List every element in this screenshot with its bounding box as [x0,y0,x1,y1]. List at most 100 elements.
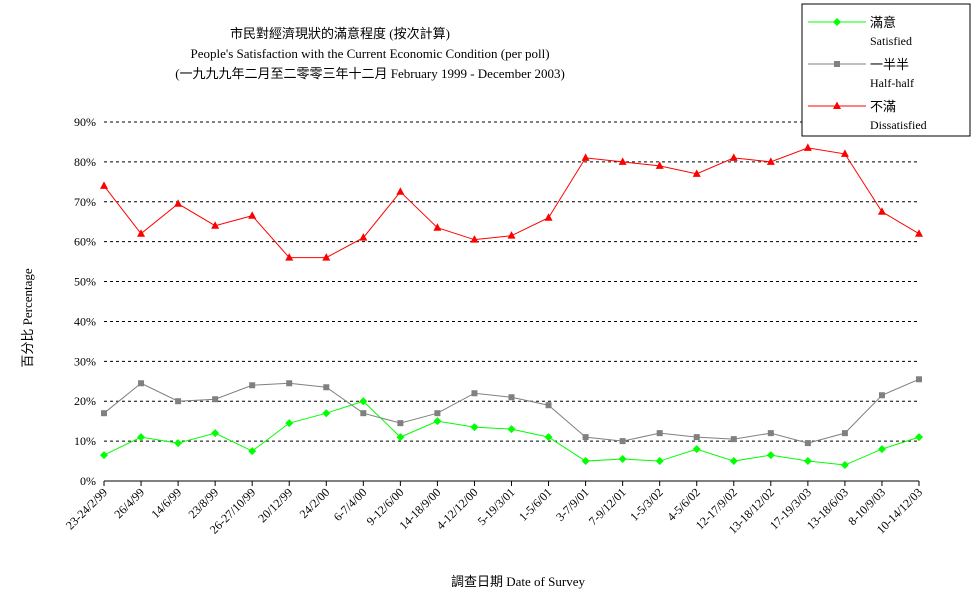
series-dissatisfied [100,143,923,261]
data-point [766,451,775,460]
data-point [766,157,775,165]
x-tick-label: 14/6/99 [148,485,184,521]
data-point [581,457,590,466]
legend-item-dissatisfied: 不滿 Dissatisfied [808,99,927,132]
data-point [544,433,553,442]
data-point [916,376,922,383]
data-point [877,445,886,454]
legend-label: 一半半 [870,57,909,72]
data-point [729,457,738,466]
x-axis-label: 調查日期 Date of Survey [451,574,585,589]
y-tick-label: 30% [74,354,96,368]
chart-subtitle: People's Satisfaction with the Current E… [190,46,549,61]
data-point [174,199,183,207]
data-point [693,434,700,441]
x-tick-label: 1-5/6/01 [516,485,555,524]
data-point [618,455,627,464]
legend-item-satisfied: 滿意 Satisfied [808,15,912,48]
legend-sublabel: Half-half [870,76,914,90]
y-tick-label: 60% [74,235,96,249]
data-point [730,436,737,443]
data-point [729,153,738,161]
y-tick-label: 40% [74,314,96,328]
data-point [396,433,405,442]
data-point [618,157,627,165]
x-tick-label: 23/8/99 [185,485,221,521]
data-point [582,434,589,441]
data-point [101,410,107,417]
legend-label: 滿意 [870,15,896,30]
series-satisfied [100,397,923,470]
legend-item-half-half: 一半半 Half-half [808,57,914,90]
legend-label: 不滿 [870,99,896,114]
data-point [840,149,849,157]
legend-box [801,3,971,137]
data-point [249,382,256,389]
data-point [619,438,626,445]
data-point [804,440,811,447]
data-point [211,429,220,438]
data-point [100,181,108,189]
data-point [212,396,219,403]
data-point [433,223,442,231]
data-point [285,419,294,428]
data-point [433,417,442,426]
data-point [359,233,368,241]
data-point [692,169,701,177]
y-tick-label: 0% [80,474,96,488]
data-point [360,410,367,417]
data-point [692,445,701,454]
x-tick-label: 7-9/12/01 [586,485,629,528]
data-point [138,380,145,387]
data-point [248,447,257,456]
data-point [841,430,848,437]
data-point [915,433,923,442]
x-tick-label: 24/2/00 [297,485,333,521]
data-point [878,392,885,399]
data-point [248,211,257,219]
legend-sublabel: Dissatisfied [870,118,927,132]
data-point [323,384,330,391]
data-point [507,425,516,434]
chart-title: 市民對經濟現狀的滿意程度 (按次計算) [230,26,450,41]
data-point [470,235,479,243]
data-point [286,380,293,387]
data-point [544,213,553,221]
data-point [833,101,841,109]
y-tick-label: 10% [74,434,96,448]
data-point [359,397,368,406]
data-point [833,18,841,26]
data-point [840,461,849,470]
y-tick-label: 50% [74,275,96,289]
chart-subtitle-date-range: (一九九九年二月至二零零三年十二月 February 1999 - Decemb… [175,66,565,81]
x-tick-label: 5-19/3/01 [475,485,518,528]
series-line [103,378,920,444]
grid [104,121,919,482]
legend: 滿意 Satisfied 一半半 Half-half 不滿 Dissatisfied [801,3,971,137]
data-point [175,398,182,405]
x-tick-label: 26/4/99 [111,485,147,521]
data-point [877,207,886,215]
y-tick-label: 90% [74,115,96,129]
data-point [470,423,479,432]
x-axis-ticks: 23-24/2/99 26/4/99 14/6/99 23/8/9926-27/10/… [63,481,925,537]
legend-sublabel: Satisfied [870,34,912,48]
data-point [137,229,146,237]
x-tick-label: 1-5/3/02 [627,485,666,524]
data-point [396,187,405,195]
data-point [471,390,478,397]
data-point [211,221,220,229]
data-point [655,457,664,466]
data-point [174,439,183,448]
data-point [803,143,812,151]
data-point [915,229,923,237]
data-point [434,410,441,417]
data-point [834,61,840,67]
y-axis-label: 百分比 Percentage [20,268,35,368]
plot-area [100,143,923,470]
series-half-half [101,376,922,447]
x-tick-label: 23-24/2/99 [63,485,110,532]
y-tick-label: 80% [74,155,96,169]
y-tick-label: 70% [74,195,96,209]
data-point [767,430,774,437]
